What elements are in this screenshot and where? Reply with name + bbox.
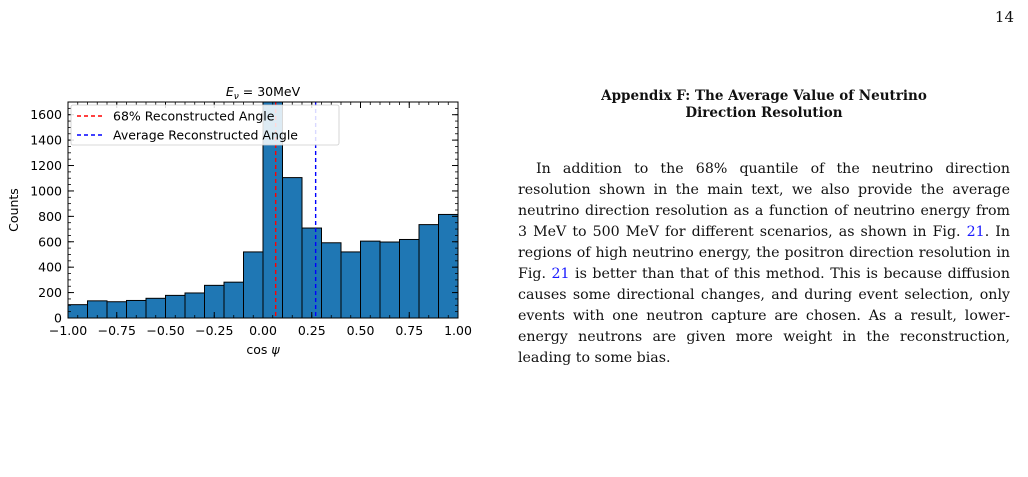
- histogram-bar: [379, 241, 400, 319]
- x-tick-label: −0.50: [146, 323, 184, 338]
- histogram-bar: [438, 213, 459, 319]
- y-tick-label: 1200: [30, 158, 62, 173]
- histogram-bar: [165, 294, 186, 319]
- x-axis-label: cos ψ: [246, 342, 280, 357]
- histogram-bar: [340, 251, 361, 319]
- histogram-chart: −1.00 −0.75 −0.50 −0.25 0.00 0.25 0.50 0.75 1.00…: [6, 84, 472, 357]
- figure-reference-link[interactable]: 21: [966, 223, 985, 240]
- appendix-title: Appendix F: The Average Value of Neutrin…: [518, 88, 1010, 123]
- x-tick-label: 0.25: [298, 323, 326, 338]
- appendix-title-line-1: Appendix F: The Average Value of Neutrin…: [601, 88, 927, 104]
- histogram-bar: [399, 238, 420, 319]
- appendix-title-line-2: Direction Resolution: [685, 105, 843, 122]
- y-tick-label: 400: [38, 260, 62, 275]
- histogram-bar: [301, 227, 322, 319]
- appendix-section: Appendix F: The Average Value of Neutrin…: [518, 88, 1010, 369]
- x-tick-label: −0.75: [98, 323, 136, 338]
- histogram-bar: [282, 177, 303, 319]
- paragraph-text: . In regions of high neutrino energy, th…: [518, 223, 1011, 282]
- legend-label: Average Reconstructed Angle: [113, 128, 298, 143]
- x-tick-label: 0.50: [347, 323, 375, 338]
- x-tick-label: −0.25: [195, 323, 233, 338]
- histogram-figure: −1.00 −0.75 −0.50 −0.25 0.00 0.25 0.50 0.75 1.00…: [0, 78, 490, 477]
- histogram-bar: [360, 240, 381, 319]
- legend-box: [70, 104, 340, 146]
- y-tick-label: 800: [38, 209, 62, 224]
- x-tick-label: 0.75: [395, 323, 423, 338]
- paragraph-text: is better than that of this method. This…: [518, 266, 1010, 367]
- paragraph-text: In addition to the 68% quantile of the n…: [518, 160, 1010, 240]
- histogram-bar: [184, 292, 205, 319]
- x-tick-label: 1.00: [444, 323, 472, 338]
- y-tick-label: 0: [54, 311, 62, 326]
- y-tick-label: 600: [38, 234, 62, 249]
- y-tick-label: 200: [38, 285, 62, 300]
- histogram-bar: [321, 242, 342, 319]
- y-tick-label: 1000: [30, 183, 62, 198]
- chart-title: Eν = 30MeV: [226, 84, 301, 102]
- figure-reference-link[interactable]: 21: [551, 266, 570, 282]
- histogram-bar: [243, 251, 264, 319]
- x-tick-label: 0.00: [249, 323, 277, 338]
- y-axis-label: Counts: [6, 188, 21, 232]
- page-number: 14: [994, 8, 1014, 26]
- y-tick-label: 1600: [30, 107, 62, 122]
- legend-label: 68% Reconstructed Angle: [113, 109, 275, 124]
- appendix-paragraph: In addition to the 68% quantile of the n…: [518, 159, 1010, 370]
- histogram-bar: [418, 224, 439, 319]
- y-tick-label: 1400: [30, 133, 62, 148]
- histogram-bar: [223, 281, 244, 319]
- x-tick-label: −1.00: [49, 323, 87, 338]
